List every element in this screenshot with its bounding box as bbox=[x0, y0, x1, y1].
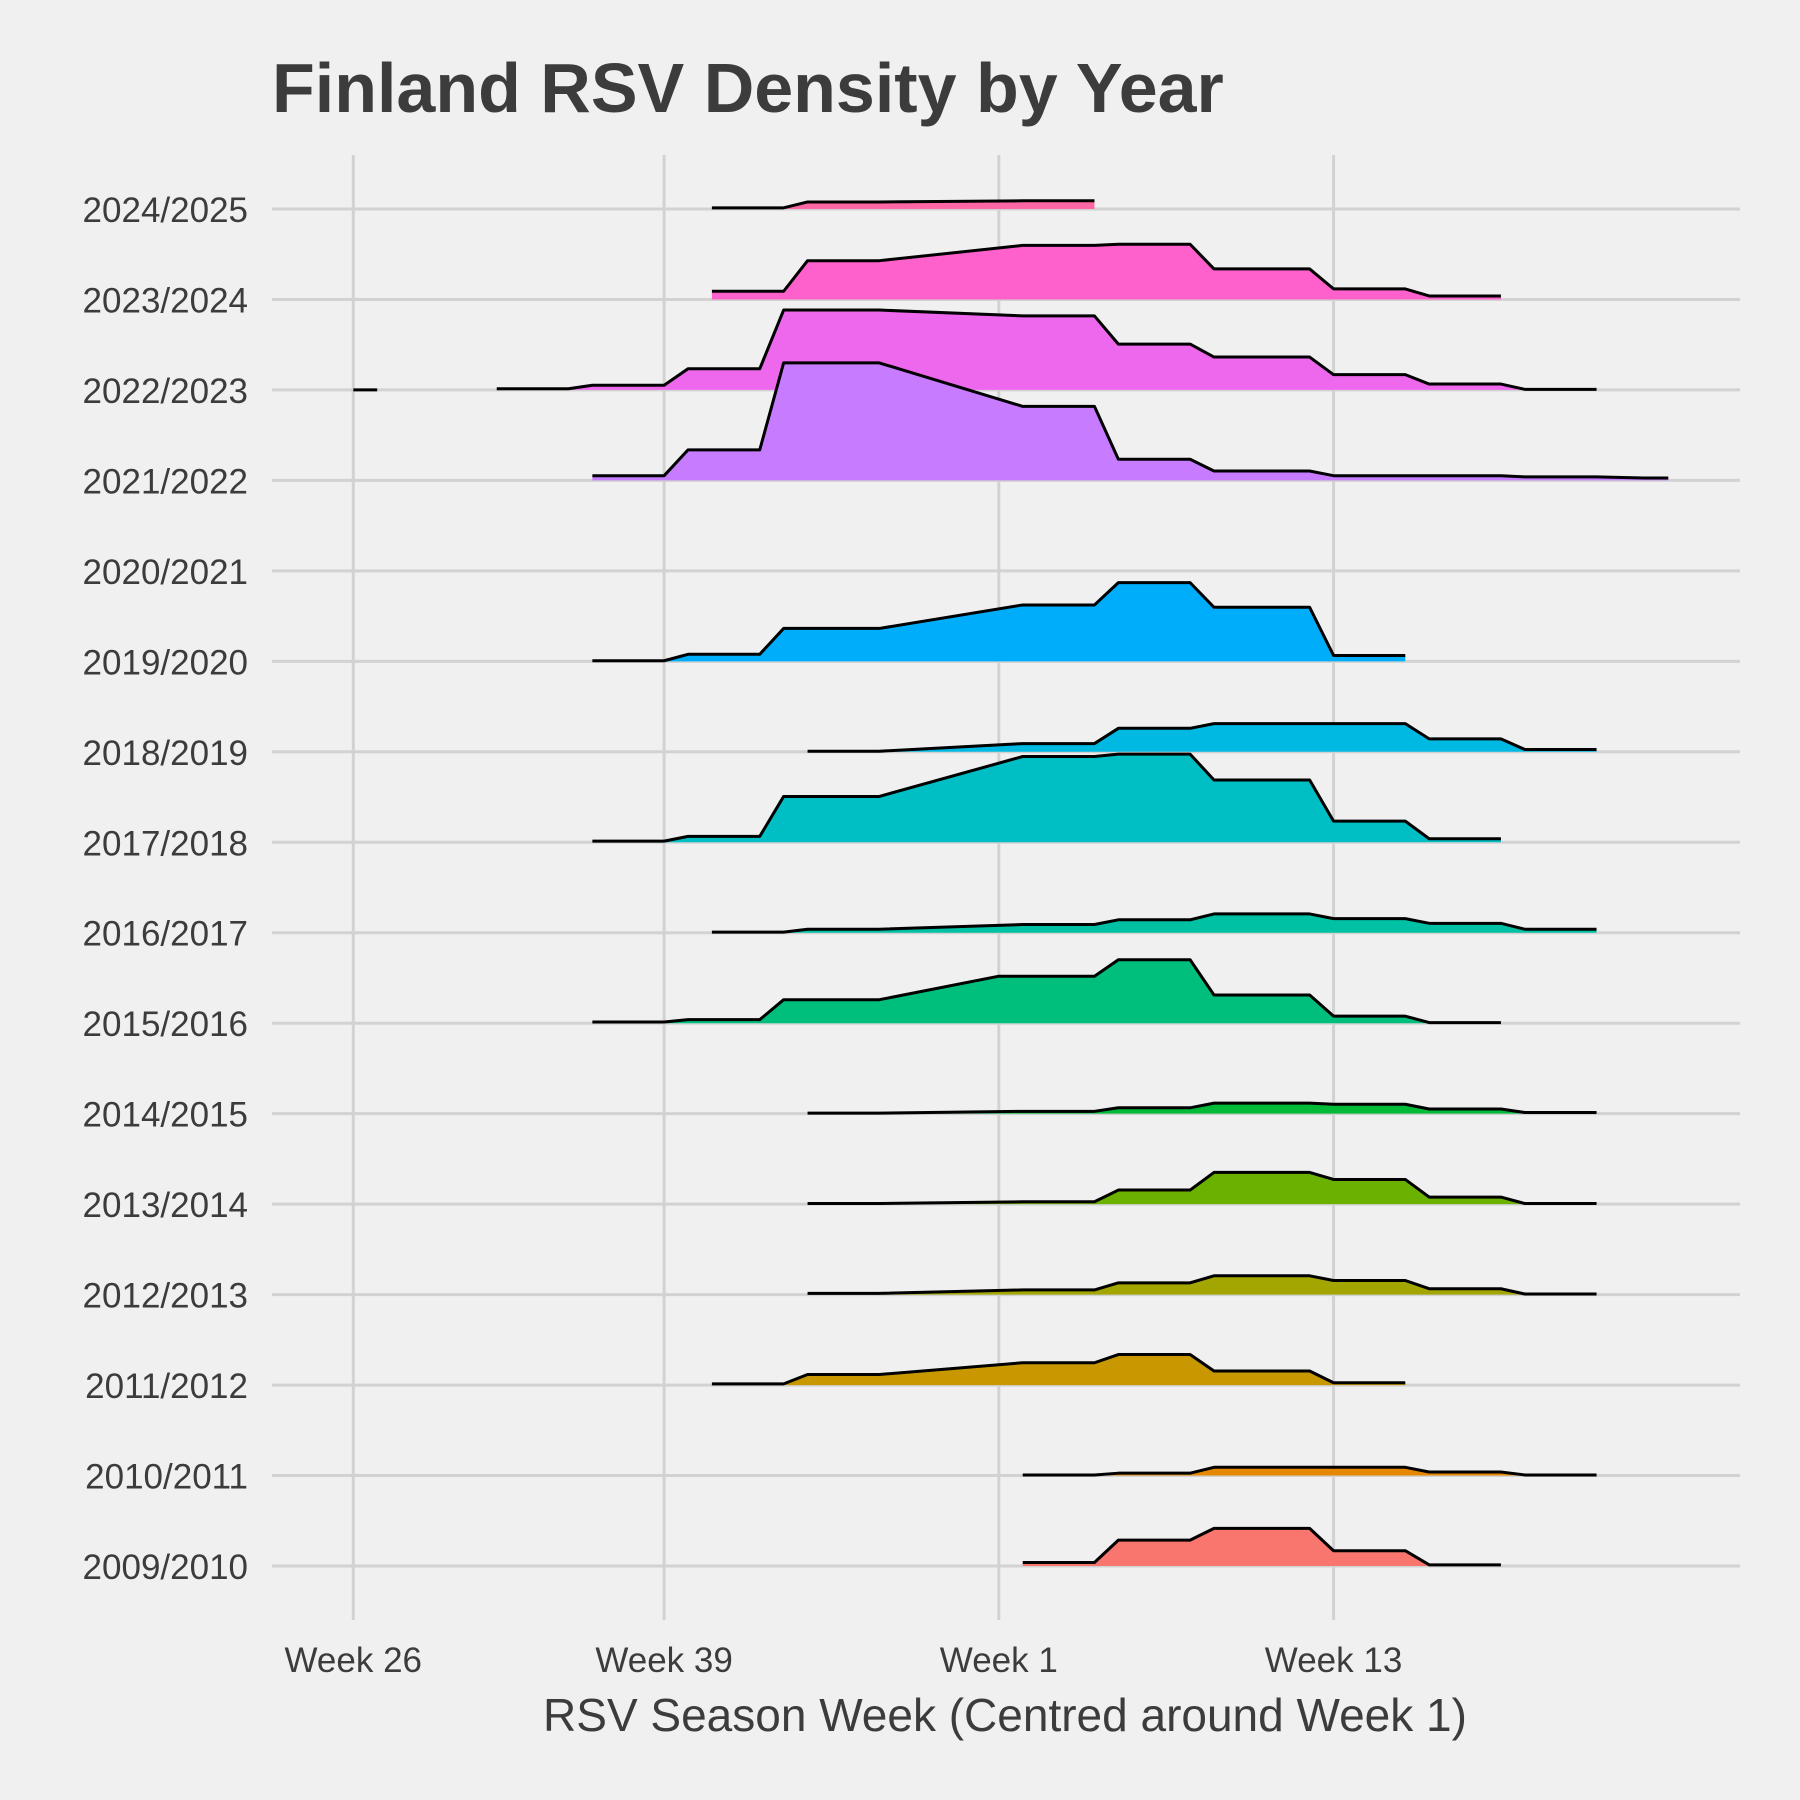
ridge-2010-2011 bbox=[1022, 1465, 1597, 1477]
x-axis-title: RSV Season Week (Centred around Week 1) bbox=[543, 1689, 1467, 1741]
y-label-2012-2013: 2012/2013 bbox=[83, 1277, 248, 1316]
ridge-2016-2017 bbox=[711, 912, 1597, 934]
ridge-outline bbox=[592, 361, 1669, 480]
ridge-2014-2015 bbox=[807, 1101, 1597, 1115]
ridge-2019-2020 bbox=[592, 581, 1406, 663]
ridge-area bbox=[592, 754, 1501, 843]
y-label-2015-2016: 2015/2016 bbox=[83, 1005, 248, 1044]
ridge-outline bbox=[711, 1353, 1406, 1386]
ridge-outline bbox=[592, 581, 1406, 663]
ridge-area bbox=[711, 1354, 1406, 1386]
ridge-outline bbox=[1022, 1465, 1597, 1477]
y-label-2011-2012: 2011/2012 bbox=[85, 1367, 248, 1406]
ridge-2024-2025 bbox=[711, 199, 1095, 210]
y-label-2019-2020: 2019/2020 bbox=[83, 643, 248, 682]
y-label-2020-2021: 2020/2021 bbox=[83, 553, 248, 592]
ridge-area bbox=[592, 582, 1406, 662]
ridge-area bbox=[592, 362, 1669, 481]
y-label-2023-2024: 2023/2024 bbox=[83, 281, 248, 320]
y-label-2014-2015: 2014/2015 bbox=[83, 1096, 248, 1135]
x-axis-tick-labels: Week 26 Week 39 Week 1 Week 13 bbox=[285, 1641, 1403, 1680]
ridge-area bbox=[592, 959, 1501, 1024]
y-label-2010-2011: 2010/2011 bbox=[85, 1458, 248, 1497]
chart-title: Finland RSV Density by Year bbox=[272, 49, 1224, 127]
x-tick-label: Week 13 bbox=[1265, 1641, 1403, 1680]
ridge-area bbox=[1022, 1528, 1501, 1566]
y-label-2017-2018: 2017/2018 bbox=[83, 824, 248, 863]
ridge-area bbox=[496, 310, 1597, 390]
y-axis-labels: 2009/2010 2010/2011 2011/2012 2012/2013 2013… bbox=[83, 191, 248, 1587]
ridge-2022-2023 bbox=[353, 308, 1597, 392]
y-label-2021-2022: 2021/2022 bbox=[83, 462, 248, 501]
ridge-2011-2012 bbox=[711, 1353, 1406, 1386]
ridge-outline bbox=[807, 1101, 1597, 1115]
ridge-outline bbox=[496, 308, 1597, 391]
ridge-2013-2014 bbox=[807, 1170, 1597, 1206]
ridge-outline bbox=[592, 752, 1501, 843]
ridge-outline bbox=[1022, 1526, 1501, 1567]
y-label-2016-2017: 2016/2017 bbox=[83, 915, 248, 954]
ridge-outline bbox=[711, 912, 1597, 934]
y-label-2013-2014: 2013/2014 bbox=[83, 1186, 248, 1225]
ridge-outline bbox=[711, 242, 1501, 298]
ridge-outline bbox=[807, 722, 1597, 753]
y-label-2018-2019: 2018/2019 bbox=[83, 734, 248, 773]
ridge-2021-2022 bbox=[592, 361, 1669, 481]
ridge-2015-2016 bbox=[592, 958, 1501, 1025]
ridge-2012-2013 bbox=[807, 1274, 1597, 1296]
x-tick-label: Week 39 bbox=[595, 1641, 733, 1680]
ridge-area bbox=[711, 244, 1501, 300]
ridge-2017-2018 bbox=[592, 752, 1501, 843]
y-label-2024-2025: 2024/2025 bbox=[83, 191, 248, 230]
y-label-2022-2023: 2022/2023 bbox=[83, 372, 248, 411]
x-tick-label: Week 26 bbox=[285, 1641, 423, 1680]
ridges bbox=[353, 199, 1669, 1567]
y-label-2009-2010: 2009/2010 bbox=[83, 1548, 248, 1587]
ridge-outline bbox=[592, 958, 1501, 1025]
ridge-2018-2019 bbox=[807, 722, 1597, 753]
x-tick-label: Week 1 bbox=[940, 1641, 1058, 1680]
ridge-outline bbox=[807, 1274, 1597, 1296]
ridge-outline bbox=[711, 199, 1095, 210]
ridge-2023-2024 bbox=[711, 242, 1501, 300]
ridge-area bbox=[807, 1172, 1597, 1205]
ridge-2009-2010 bbox=[1022, 1526, 1501, 1567]
ridge-outline bbox=[807, 1170, 1597, 1206]
